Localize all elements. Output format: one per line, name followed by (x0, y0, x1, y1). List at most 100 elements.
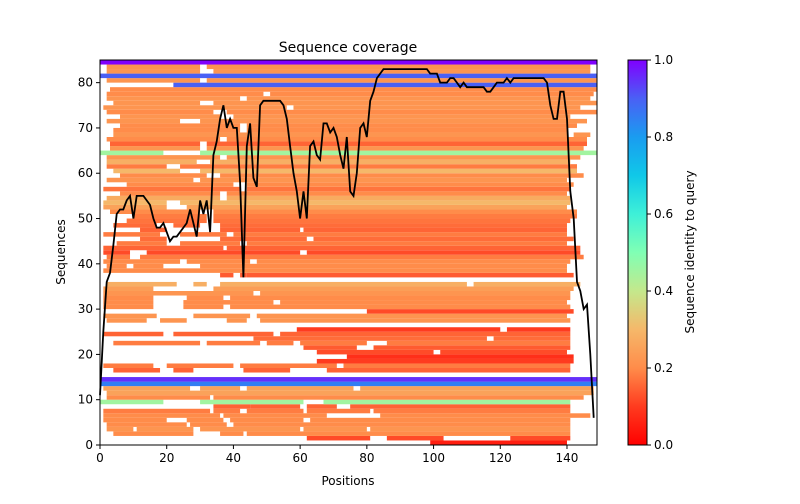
x-tick-label: 0 (96, 451, 104, 465)
colorbar-tick-label: 1.0 (654, 53, 673, 67)
alignment-segment (106, 159, 197, 165)
alignment-segment (366, 309, 574, 314)
alignment-segment (343, 363, 571, 368)
alignment-segment (226, 191, 567, 196)
alignment-segment (220, 223, 567, 228)
alignment-segment (180, 164, 577, 169)
alignment-segment (100, 381, 597, 387)
y-tick-label: 80 (78, 76, 93, 90)
alignment-segment (110, 209, 201, 214)
alignment-segment (213, 218, 571, 224)
alignment-segment (230, 417, 304, 423)
alignment-segment (103, 268, 567, 273)
alignment-segment (300, 340, 367, 346)
alignment-segment (223, 413, 327, 418)
alignment-segment (306, 435, 371, 441)
alignment-segment (256, 313, 567, 319)
alignment-segment (120, 123, 241, 128)
alignment-segment (106, 69, 201, 74)
alignment-segment (280, 331, 571, 337)
colorbar-tick-label: 0.8 (654, 130, 673, 144)
alignment-segment (173, 223, 201, 228)
x-tick-label: 40 (226, 451, 241, 465)
alignment-segment (213, 286, 574, 291)
alignment-segment (100, 60, 597, 65)
alignment-segment (233, 114, 571, 119)
alignment-segment (260, 291, 571, 296)
alignment-segment (133, 214, 207, 219)
colorbar-label: Sequence identity to query (683, 170, 697, 333)
alignment-segment (103, 408, 211, 414)
chart-title: Sequence coverage (279, 40, 418, 56)
alignment-segment (106, 318, 147, 323)
alignment-segment (113, 340, 201, 346)
alignment-segment (106, 390, 594, 396)
alignment-segment (213, 209, 577, 214)
alignment-segment (430, 440, 567, 445)
alignment-segment (166, 363, 234, 368)
alignment-segment (200, 426, 301, 432)
alignment-segment (173, 368, 194, 373)
alignment-segment (100, 377, 597, 382)
alignment-segment (103, 232, 161, 237)
alignment-segment (246, 127, 567, 133)
alignment-segment (380, 413, 591, 418)
alignment-segment (110, 146, 201, 151)
alignment-segment (316, 349, 434, 355)
alignment-segment (240, 363, 337, 368)
alignment-segment (133, 263, 164, 269)
alignment-segment (220, 281, 467, 287)
alignment-segment (106, 137, 221, 142)
alignment-segment (106, 155, 221, 160)
y-tick-label: 40 (78, 257, 93, 271)
alignment-segment (373, 408, 571, 414)
alignment-segment (183, 304, 224, 310)
alignment-segment (180, 200, 571, 205)
alignment-segment (180, 241, 241, 246)
alignment-segment (306, 404, 337, 409)
alignment-segment (200, 399, 304, 405)
coverage-line (99, 68, 595, 418)
alignment-segment (106, 96, 241, 101)
alignment-segment (186, 295, 224, 301)
alignment-segment (186, 259, 251, 264)
alignment-segment (193, 313, 251, 319)
alignment-segment (306, 250, 581, 255)
alignment-segment (106, 64, 201, 70)
alignment-segment (246, 241, 567, 246)
alignment-segment (113, 127, 241, 133)
alignment-segment (110, 141, 201, 147)
alignment-segment (173, 331, 274, 337)
alignment-segment (200, 168, 577, 174)
alignment-segment (253, 336, 487, 341)
alignment-segment (200, 386, 241, 391)
alignment-segment (246, 182, 574, 187)
colorbar-tick-label: 0.2 (654, 361, 673, 375)
alignment-segment (103, 259, 181, 264)
alignment-segment (103, 313, 157, 319)
alignment-segment (246, 408, 304, 414)
alignment-segment (100, 73, 597, 79)
alignment-segment (270, 91, 594, 97)
alignment-segment (310, 417, 571, 423)
alignment-segment (506, 327, 571, 332)
alignment-segment (246, 186, 571, 192)
alignment-segment (106, 254, 131, 260)
alignment-rows (100, 60, 597, 445)
colorbar (627, 59, 648, 446)
alignment-segment (106, 78, 201, 83)
alignment-segment (213, 69, 591, 74)
y-tick-label: 10 (78, 393, 93, 407)
alignment-segment (246, 272, 574, 278)
alignment-segment (160, 318, 187, 323)
alignment-segment (316, 358, 574, 364)
alignment-segment (193, 281, 207, 287)
alignment-segment (493, 336, 571, 341)
alignment-segment (246, 96, 591, 101)
alignment-segment (106, 177, 194, 183)
alignment-segment (103, 413, 221, 418)
alignment-segment (386, 340, 571, 346)
alignment-segment (103, 105, 287, 110)
alignment-segment (103, 331, 164, 337)
y-tick-label: 60 (78, 166, 93, 180)
